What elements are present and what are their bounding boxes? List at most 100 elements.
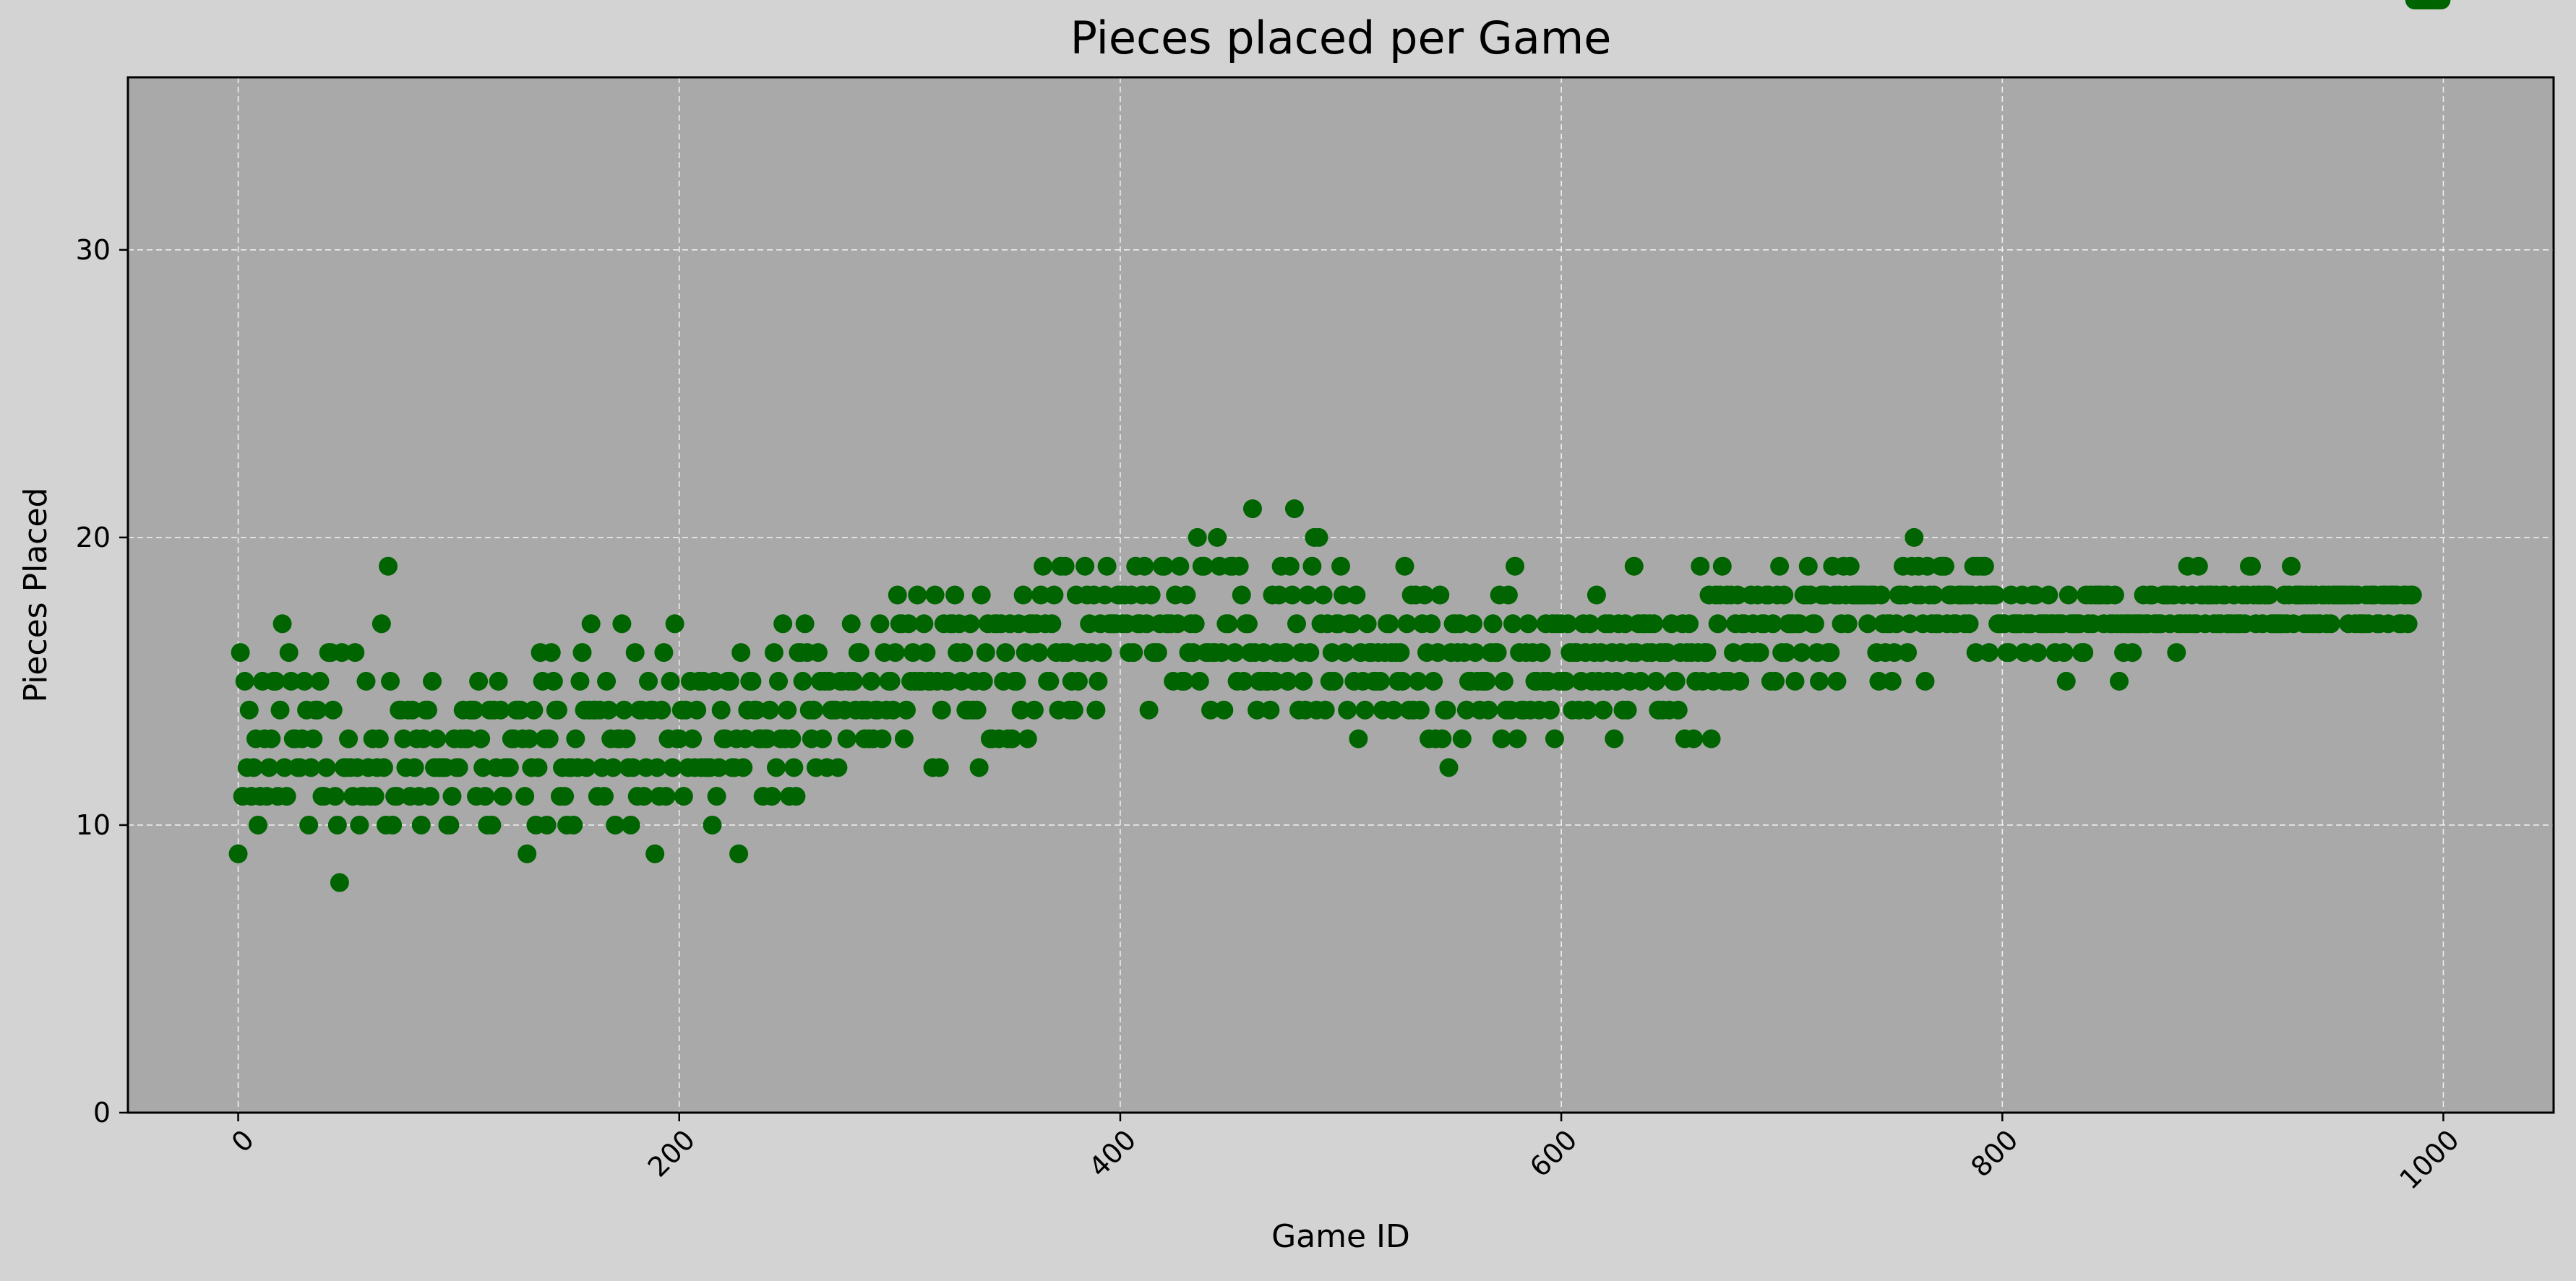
scatter-point — [894, 729, 914, 749]
scatter-point — [394, 729, 413, 749]
scatter-point — [604, 758, 623, 777]
scatter-point — [1644, 614, 1664, 634]
scatter-point — [1397, 614, 1417, 634]
scatter-point — [1668, 700, 1688, 720]
scatter-point — [471, 729, 491, 749]
scatter-point — [1498, 585, 1518, 605]
scatter-point — [1624, 556, 1644, 576]
scatter-point — [1282, 585, 1302, 605]
scatter-point — [625, 643, 645, 663]
scatter-point — [1177, 585, 1196, 605]
scatter-point — [1141, 585, 1161, 605]
scatter-point — [599, 700, 619, 720]
scatter-point — [1766, 671, 1785, 691]
scatter-point — [804, 700, 823, 720]
scatter-point — [742, 671, 762, 691]
scatter-point — [952, 671, 971, 691]
scatter-point — [1433, 729, 1452, 749]
scatter-point — [423, 671, 442, 691]
scatter-point — [2403, 585, 2422, 605]
scatter-point — [795, 614, 815, 634]
scatter-point — [1487, 643, 1507, 663]
scatter-point — [235, 671, 254, 691]
scatter-point — [2189, 556, 2208, 576]
scatter-point — [511, 700, 531, 720]
scatter-point — [1011, 700, 1031, 720]
scatter-point — [228, 844, 248, 863]
scatter-point — [1810, 671, 1829, 691]
y-tick-label: 30 — [76, 234, 111, 266]
scatter-point — [473, 758, 493, 777]
scatter-point — [413, 729, 433, 749]
scatter-point — [1935, 556, 1954, 576]
scatter-point — [308, 700, 327, 720]
scatter-point — [2056, 671, 2076, 691]
scatter-point — [841, 614, 861, 634]
scatter-point — [938, 671, 958, 691]
scatter-point — [705, 671, 724, 691]
scatter-point — [1300, 643, 1320, 663]
scatter-point — [1031, 585, 1051, 605]
scatter-point — [1391, 643, 1410, 663]
scatter-point — [1044, 585, 1064, 605]
scatter-point — [1439, 758, 1459, 777]
scatter-point — [1657, 643, 1677, 663]
scatter-point — [1821, 643, 1840, 663]
scatter-point — [332, 643, 351, 663]
scatter-point — [239, 700, 259, 720]
scatter-point — [1190, 671, 1209, 691]
scatter-point — [339, 729, 359, 749]
scatter-point — [1777, 643, 1796, 663]
scatter-point — [996, 643, 1016, 663]
scatter-point — [1315, 700, 1335, 720]
scatter-point — [883, 700, 903, 720]
scatter-point — [837, 729, 856, 749]
scatter-point — [482, 815, 502, 834]
scatter-point — [687, 700, 707, 720]
chart-title: Pieces placed per Game — [1070, 12, 1612, 64]
scatter-point — [1408, 671, 1427, 691]
scatter-point — [1007, 671, 1026, 691]
scatter-point — [2242, 556, 2262, 576]
scatter-point — [729, 844, 749, 863]
scatter-point — [707, 787, 726, 806]
scatter-point — [544, 671, 563, 691]
scatter-point — [747, 700, 766, 720]
scatter-point — [663, 758, 682, 777]
scatter-point — [518, 844, 537, 863]
scatter-point — [711, 700, 731, 720]
scatter-point — [1064, 700, 1083, 720]
scatter-point — [872, 729, 892, 749]
scatter-point — [548, 700, 567, 720]
scatter-point — [1684, 729, 1704, 749]
scatter-point — [1057, 643, 1077, 663]
scatter-point — [1680, 614, 1699, 634]
scatter-point — [1898, 643, 1918, 663]
scatter-point — [1347, 585, 1366, 605]
scatter-point — [929, 758, 949, 777]
scatter-point — [1076, 556, 1095, 576]
scatter-point — [1013, 585, 1033, 605]
scatter-point — [862, 671, 881, 691]
scatter-point — [1214, 700, 1234, 720]
scatter-point — [2431, 0, 2451, 9]
scatter-point — [301, 758, 321, 777]
scatter-point — [1975, 556, 1994, 576]
scatter-point — [1261, 700, 1280, 720]
scatter-point — [954, 643, 974, 663]
scatter-point — [976, 643, 995, 663]
plot-frame — [126, 76, 2555, 1114]
scatter-point — [1234, 671, 1253, 691]
scatter-point — [1503, 614, 1522, 634]
scatter-point — [1068, 671, 1088, 691]
scatter-point — [476, 787, 495, 806]
scatter-point — [850, 643, 870, 663]
scatter-point — [614, 700, 634, 720]
scatter-point — [1336, 643, 1355, 663]
scatter-point — [442, 787, 462, 806]
scatter-point — [1506, 556, 1525, 576]
scatter-point — [1477, 671, 1496, 691]
scatter-point — [1701, 729, 1721, 749]
scatter-point — [1034, 556, 1053, 576]
scatter-point — [520, 729, 539, 749]
